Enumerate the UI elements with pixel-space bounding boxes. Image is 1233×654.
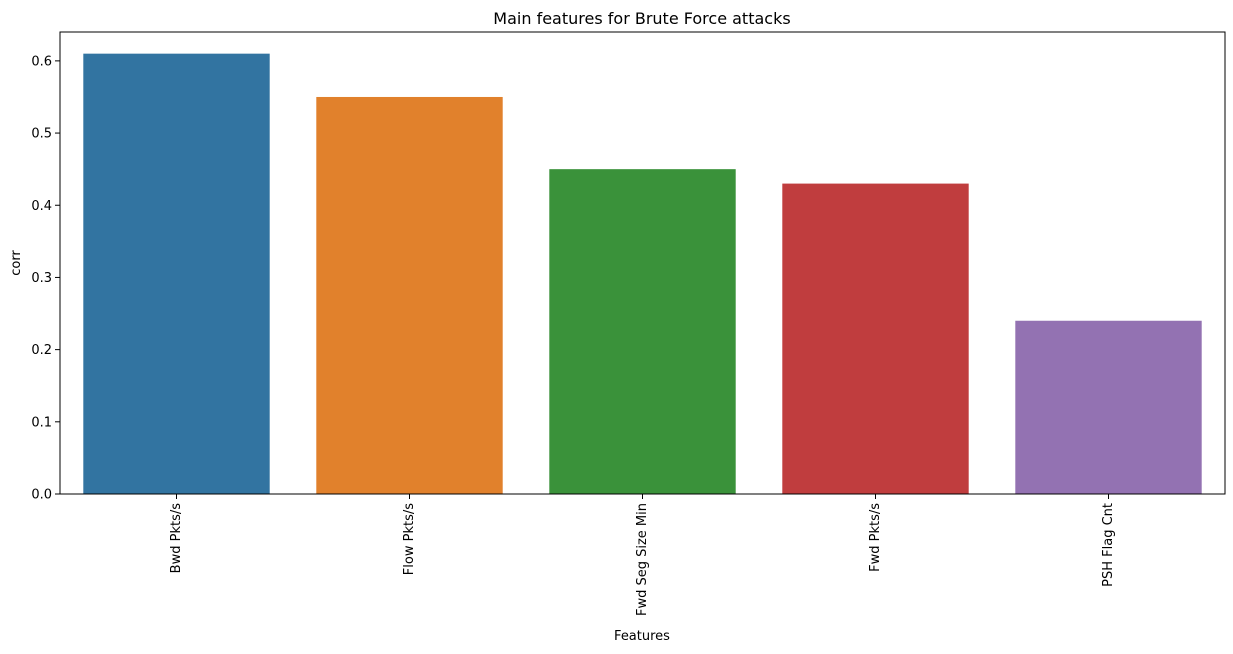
- bar-2: [316, 96, 503, 494]
- bars-layer: [83, 53, 1202, 494]
- x-tick-label: Bwd Pkts/s: [169, 503, 184, 574]
- y-tick-label: 0.5: [31, 127, 52, 142]
- x-axis: Bwd Pkts/s Flow Pkts/s Fwd Seg Size Min Fwd…: [169, 494, 1116, 616]
- y-tick-label: 0.3: [31, 271, 52, 286]
- chart-title: Main features for Brute Force attacks: [493, 9, 790, 28]
- plot-frame: [59, 31, 1226, 495]
- bar-3: [549, 169, 736, 494]
- y-tick-label: 0.1: [31, 415, 52, 430]
- x-tick-label: Fwd Pkts/s: [868, 503, 883, 572]
- y-tick-label: 0.6: [31, 54, 52, 69]
- y-axis-title: corr: [9, 250, 24, 276]
- x-axis-title: Features: [614, 629, 670, 644]
- y-tick-label: 0.0: [31, 488, 52, 503]
- x-tick-label: PSH Flag Cnt: [1101, 503, 1116, 587]
- x-tick-label: Flow Pkts/s: [402, 503, 417, 575]
- bar-4: [782, 183, 969, 494]
- y-axis: 0.0 0.1 0.2 0.3 0.4 0.5 0.6: [31, 54, 60, 503]
- bar-5: [1015, 320, 1202, 494]
- x-tick-label: Fwd Seg Size Min: [635, 503, 650, 616]
- y-tick-label: 0.4: [31, 199, 52, 214]
- bar-1: [83, 53, 270, 494]
- y-tick-label: 0.2: [31, 343, 52, 358]
